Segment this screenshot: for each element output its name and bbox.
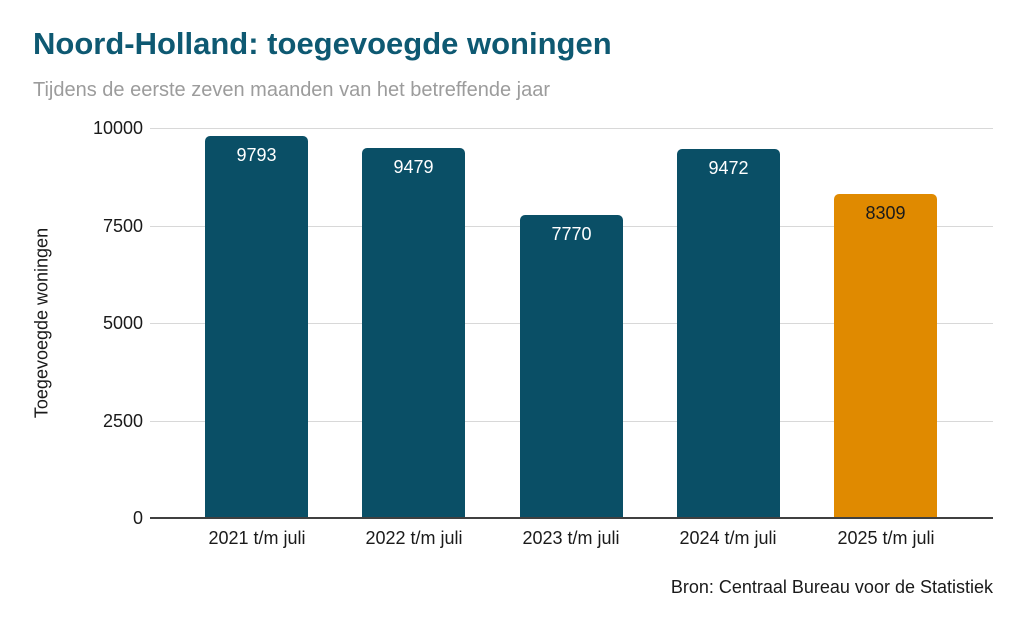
x-tick-label: 2021 t/m juli xyxy=(208,528,306,548)
source-note: Bron: Centraal Bureau voor de Statistiek xyxy=(670,577,993,597)
bar-value-label: 8309 xyxy=(865,203,906,223)
bar xyxy=(520,215,623,518)
x-tick-label: 2023 t/m juli xyxy=(522,528,620,548)
chart-title: Noord-Holland: toegevoegde woningen xyxy=(33,26,612,61)
bar-value-label: 9479 xyxy=(393,157,434,177)
bar xyxy=(834,194,937,518)
bar xyxy=(205,136,308,518)
gridline xyxy=(150,128,993,129)
x-tick-label: 2025 t/m juli xyxy=(837,528,935,548)
x-tick-label: 2024 t/m juli xyxy=(679,528,777,548)
y-tick-label: 7500 xyxy=(102,216,143,236)
bar-value-label: 9793 xyxy=(236,145,277,165)
chart-subtitle: Tijdens de eerste zeven maanden van het … xyxy=(33,79,551,101)
bar-value-label: 9472 xyxy=(708,158,749,178)
y-tick-label: 10000 xyxy=(92,118,143,138)
axis-baseline xyxy=(150,517,993,519)
bar xyxy=(677,149,780,518)
bar xyxy=(362,148,465,518)
x-tick-label: 2022 t/m juli xyxy=(365,528,463,548)
bar-value-label: 7770 xyxy=(551,224,592,244)
y-tick-label: 0 xyxy=(132,508,143,528)
y-tick-label: 2500 xyxy=(102,411,143,431)
y-tick-label: 5000 xyxy=(102,313,143,333)
